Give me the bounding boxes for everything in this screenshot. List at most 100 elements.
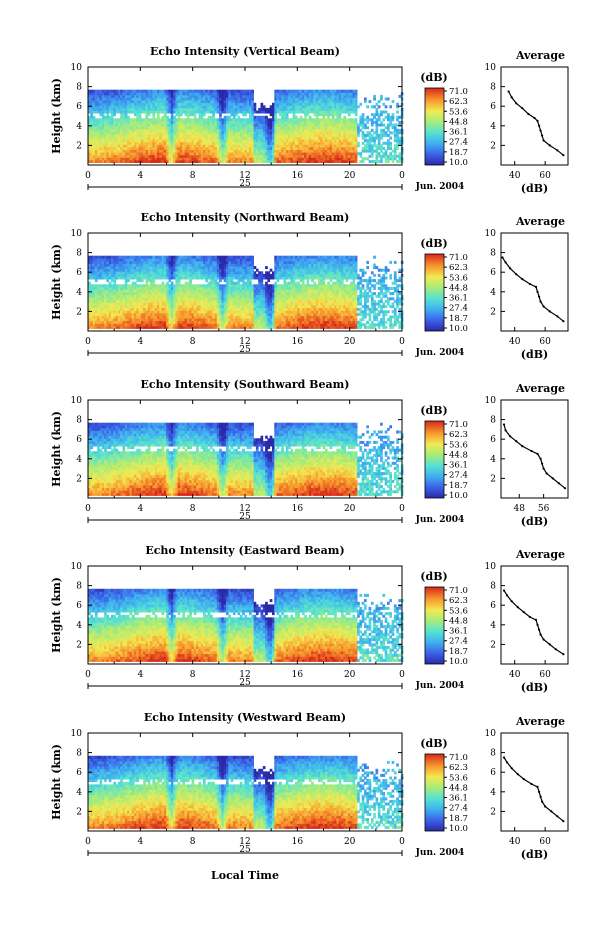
heatmap-cell bbox=[232, 123, 236, 127]
heatmap-cell bbox=[219, 126, 222, 130]
heatmap-cell bbox=[387, 126, 390, 130]
heatmap-cell bbox=[246, 154, 250, 158]
heatmap-cell bbox=[152, 133, 156, 137]
heatmap-cell bbox=[311, 128, 314, 132]
heatmap-cell bbox=[175, 123, 179, 127]
heatmap-cell bbox=[219, 152, 222, 156]
heatmap-cell bbox=[150, 118, 153, 122]
heatmap-cell bbox=[127, 105, 130, 109]
heatmap-cell bbox=[308, 128, 312, 132]
heatmap-cell bbox=[354, 141, 358, 145]
heatmap-cell bbox=[219, 149, 222, 153]
heatmap-cell bbox=[177, 131, 181, 135]
heatmap-cell bbox=[228, 105, 231, 109]
heatmap-cell bbox=[88, 255, 91, 259]
heatmap-cell bbox=[124, 136, 128, 140]
heatmap-cell bbox=[108, 133, 112, 137]
heatmap-cell bbox=[106, 279, 110, 283]
heatmap-cell bbox=[168, 284, 172, 288]
heatmap-cell bbox=[157, 113, 160, 117]
heatmap-cell bbox=[209, 136, 213, 140]
heatmap-cell bbox=[306, 102, 310, 106]
heatmap-cell bbox=[115, 149, 119, 153]
heatmap-cell bbox=[278, 120, 282, 124]
heatmap-cell bbox=[131, 258, 135, 262]
heatmap-cell bbox=[193, 144, 197, 148]
heatmap-cell bbox=[235, 126, 238, 130]
heatmap-cell bbox=[334, 133, 337, 137]
heatmap-cell bbox=[396, 123, 399, 127]
heatmap-cell bbox=[246, 160, 250, 163]
heatmap-cell bbox=[341, 123, 344, 127]
heatmap-cell bbox=[207, 320, 211, 324]
heatmap-cell bbox=[157, 284, 160, 288]
heatmap-cell bbox=[244, 113, 248, 117]
heatmap-cell bbox=[161, 305, 165, 309]
heatmap-cell bbox=[281, 154, 284, 158]
heatmap-cell bbox=[327, 160, 330, 163]
heatmap-cell bbox=[170, 260, 174, 264]
heatmap-cell bbox=[313, 144, 317, 148]
heatmap-cell bbox=[193, 318, 197, 322]
heatmap-cell bbox=[157, 94, 160, 98]
heatmap-cell bbox=[88, 273, 91, 277]
heatmap-cell bbox=[154, 315, 158, 319]
heatmap-cell bbox=[168, 118, 172, 122]
heatmap-cell bbox=[152, 102, 156, 106]
heatmap-cell bbox=[373, 97, 376, 101]
heatmap-cell bbox=[168, 260, 172, 264]
heatmap-cell bbox=[207, 92, 211, 96]
heatmap-cell bbox=[341, 147, 344, 150]
heatmap-cell bbox=[324, 110, 328, 114]
heatmap-cell bbox=[168, 318, 172, 322]
heatmap-cell bbox=[384, 133, 388, 137]
heatmap-cell bbox=[375, 157, 379, 161]
heatmap-cell bbox=[209, 258, 213, 262]
heatmap-cell bbox=[396, 118, 399, 122]
heatmap-cell bbox=[180, 160, 183, 163]
heatmap-cell bbox=[272, 144, 275, 148]
heatmap-cell bbox=[205, 318, 208, 322]
heatmap-cell bbox=[212, 305, 215, 309]
heatmap-cell bbox=[203, 307, 206, 311]
heatmap-cell bbox=[92, 128, 96, 132]
heatmap-cell bbox=[205, 294, 208, 298]
heatmap-cell bbox=[157, 263, 160, 267]
heatmap-cell bbox=[177, 136, 181, 140]
heatmap-cell bbox=[140, 325, 144, 329]
heatmap-cell bbox=[170, 160, 174, 163]
heatmap-cell bbox=[120, 152, 123, 156]
heatmap-cell bbox=[97, 320, 100, 324]
heatmap-cell bbox=[193, 110, 197, 114]
heatmap-cell bbox=[117, 292, 121, 296]
heatmap-cell bbox=[131, 92, 135, 96]
heatmap-cell bbox=[377, 144, 381, 148]
heatmap-cell bbox=[341, 136, 344, 140]
heatmap-cell bbox=[101, 139, 105, 143]
heatmap-cell bbox=[145, 305, 149, 309]
heatmap-cell bbox=[343, 120, 346, 124]
heatmap-cell bbox=[127, 307, 130, 311]
heatmap-cell bbox=[186, 273, 190, 277]
heatmap-cell bbox=[191, 260, 195, 264]
heatmap-cell bbox=[168, 289, 172, 293]
heatmap-cell bbox=[191, 255, 195, 259]
heatmap-cell bbox=[143, 307, 146, 311]
heatmap-cell bbox=[113, 268, 116, 272]
heatmap-cell bbox=[278, 154, 282, 158]
heatmap-cell bbox=[308, 141, 312, 145]
heatmap-cell bbox=[170, 139, 174, 143]
heatmap-cell bbox=[170, 89, 174, 93]
heatmap-cell bbox=[377, 133, 381, 137]
heatmap-cell bbox=[290, 133, 294, 137]
heatmap-cell bbox=[320, 102, 323, 106]
heatmap-cell bbox=[203, 157, 206, 161]
heatmap-cell bbox=[304, 128, 307, 132]
heatmap-cell bbox=[274, 118, 277, 122]
heatmap-cell bbox=[244, 97, 248, 101]
heatmap-cell bbox=[246, 105, 250, 109]
heatmap-cell bbox=[163, 94, 167, 98]
heatmap-cell bbox=[152, 92, 156, 96]
heatmap-cell bbox=[134, 276, 137, 280]
heatmap-cell bbox=[106, 315, 110, 319]
